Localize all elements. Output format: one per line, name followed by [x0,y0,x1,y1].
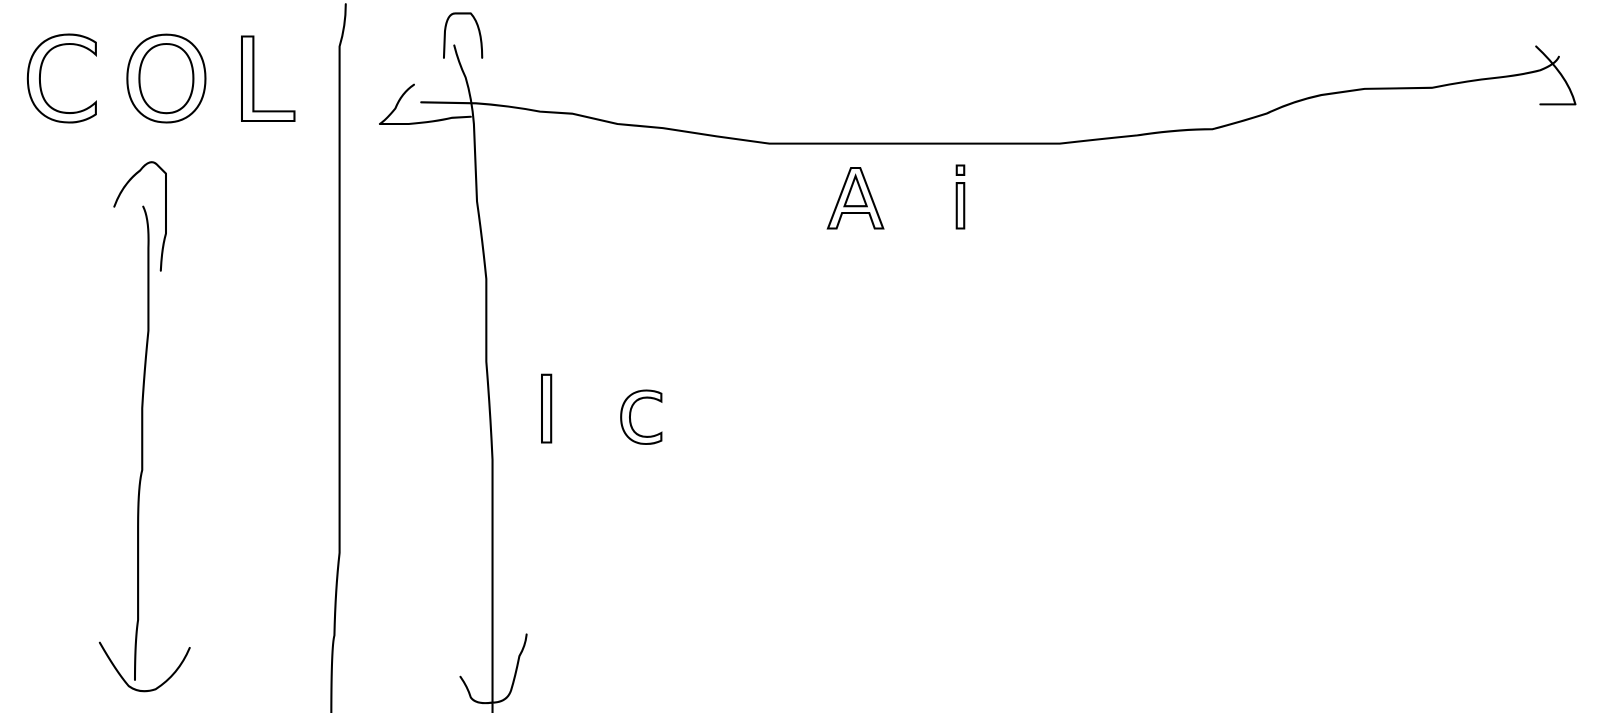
column-label: COL [21,15,295,149]
horizontal-arrow [378,45,1577,145]
divider [330,3,347,713]
vertical-arrow [442,12,528,713]
column-arrow [98,161,191,693]
